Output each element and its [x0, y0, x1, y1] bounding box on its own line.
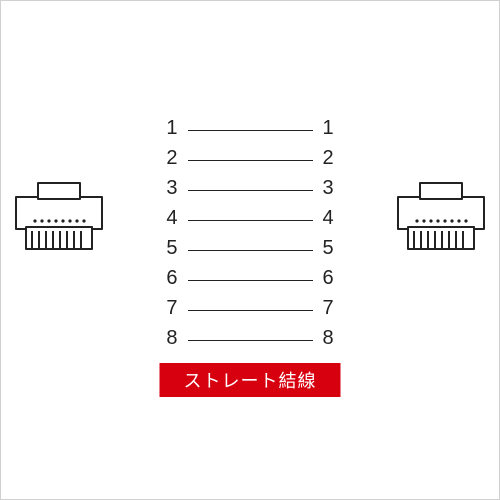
- wire-line: [188, 310, 313, 311]
- pin-right-number: 2: [323, 147, 343, 170]
- pin-left-number: 7: [158, 297, 178, 320]
- pin-row: 7 7: [158, 296, 343, 321]
- wire-line: [188, 280, 313, 281]
- wire-line: [188, 130, 313, 131]
- wire-line: [188, 340, 313, 341]
- wire-line: [188, 220, 313, 221]
- pin-row: 3 3: [158, 176, 343, 201]
- pin-left-number: 6: [158, 267, 178, 290]
- pin-right-number: 1: [323, 117, 343, 140]
- pin-row: 4 4: [158, 206, 343, 231]
- pin-right-number: 8: [323, 327, 343, 350]
- pin-row: 6 6: [158, 266, 343, 291]
- pin-right-number: 5: [323, 237, 343, 260]
- pin-left-number: 4: [158, 207, 178, 230]
- wire-line: [188, 160, 313, 161]
- pin-map: 1 1 2 2 3 3 4 4 5 5 6 6 7: [158, 116, 343, 351]
- pin-left-number: 8: [158, 327, 178, 350]
- pin-right-number: 7: [323, 297, 343, 320]
- wiring-type-label: ストレート結線: [160, 363, 341, 397]
- pin-row: 8 8: [158, 326, 343, 351]
- pin-row: 1 1: [158, 116, 343, 141]
- pin-left-number: 1: [158, 117, 178, 140]
- wire-line: [188, 190, 313, 191]
- pin-wiring-diagram: 1 1 2 2 3 3 4 4 5 5 6 6 7: [1, 116, 499, 351]
- pin-row: 2 2: [158, 146, 343, 171]
- pin-left-number: 2: [158, 147, 178, 170]
- pin-left-number: 5: [158, 237, 178, 260]
- pin-right-number: 4: [323, 207, 343, 230]
- pin-right-number: 6: [323, 267, 343, 290]
- pin-row: 5 5: [158, 236, 343, 261]
- pin-left-number: 3: [158, 177, 178, 200]
- pin-right-number: 3: [323, 177, 343, 200]
- wire-line: [188, 250, 313, 251]
